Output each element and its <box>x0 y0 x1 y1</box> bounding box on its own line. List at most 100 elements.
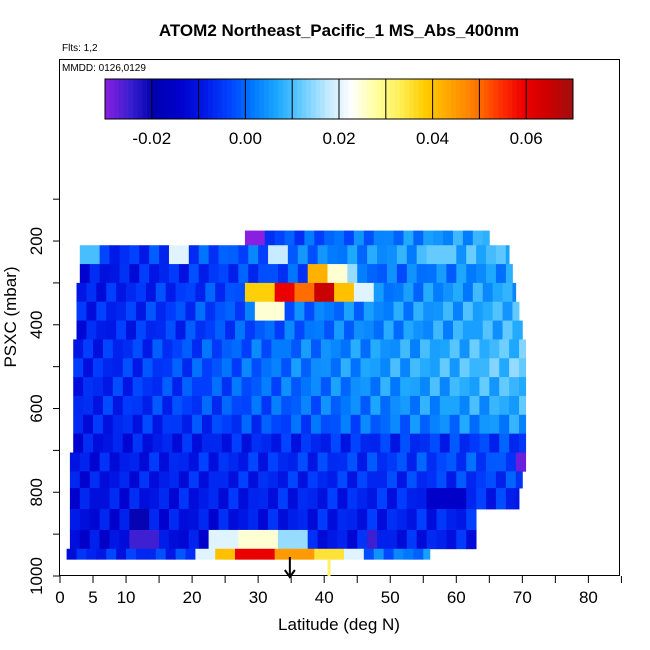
heatmap-cell <box>238 264 249 284</box>
heatmap-cell <box>142 339 153 359</box>
heatmap-cell <box>182 433 193 453</box>
heatmap-cell <box>380 433 391 453</box>
heatmap-cell <box>251 414 262 435</box>
heatmap-cell <box>453 320 464 340</box>
heatmap-cell <box>429 433 441 453</box>
heatmap-cell <box>211 358 223 378</box>
heatmap-cell <box>459 395 470 416</box>
heatmap-cell <box>258 471 269 489</box>
heatmap-cell <box>446 488 457 510</box>
heatmap-cell <box>357 452 368 472</box>
heatmap-cell <box>162 358 173 378</box>
colorbar-segment <box>109 79 115 119</box>
heatmap-cell <box>317 264 328 284</box>
heatmap-cell <box>99 509 110 531</box>
heatmap-cell <box>492 301 503 321</box>
colorbar-segment <box>357 79 363 119</box>
heatmap-cell <box>261 395 272 416</box>
heatmap-cell <box>320 433 332 453</box>
heatmap-cell <box>509 358 520 378</box>
heatmap-cell <box>462 320 474 340</box>
heatmap-cell <box>188 264 200 284</box>
heatmap-cell <box>83 358 94 378</box>
x-axis: 0 5 10 20 30 40 50 60 70 80 <box>55 576 622 607</box>
heatmap-cell <box>499 414 510 435</box>
heatmap-cell <box>479 339 490 359</box>
heatmap-cell <box>314 301 325 321</box>
heatmap-cell <box>519 339 527 359</box>
colorbar-segment <box>217 79 223 119</box>
heatmap-cell <box>99 452 110 472</box>
heatmap-cell <box>192 358 203 378</box>
x-tick-label: 0 <box>55 588 64 607</box>
heatmap-cell <box>102 433 114 453</box>
heatmap-cell <box>69 509 81 531</box>
heatmap-cell <box>79 488 91 510</box>
colorbar-segment <box>324 79 331 119</box>
heatmap-cell <box>102 395 114 416</box>
heatmap-cell <box>73 395 84 416</box>
heatmap-cell <box>307 488 318 510</box>
heatmap-cell <box>172 433 183 453</box>
heatmap-cell <box>347 529 358 550</box>
heatmap-cell <box>89 509 101 531</box>
heatmap-cell <box>459 339 470 359</box>
heatmap-cell <box>396 264 408 284</box>
heatmap-cell <box>102 358 114 378</box>
heatmap-cell <box>271 395 282 416</box>
heatmap-cell <box>172 377 183 397</box>
heatmap-cell <box>274 230 285 246</box>
heatmap-cell <box>248 509 259 531</box>
heatmap-cell <box>69 471 81 489</box>
chart-title: ATOM2 Northeast_Pacific_1 MS_Abs_400nm <box>159 21 519 40</box>
heatmap-cell <box>182 339 193 359</box>
x-tick-label: 30 <box>249 588 268 607</box>
heatmap-cell <box>446 264 457 284</box>
heatmap-cell <box>218 488 229 510</box>
heatmap-cell <box>310 433 322 453</box>
y-axis-label: PSXC (mbar) <box>1 266 20 367</box>
colorbar-segment <box>156 79 162 119</box>
heatmap-cell <box>512 320 523 340</box>
x-tick-label: 40 <box>315 588 334 607</box>
colorbar-tick-label: -0.02 <box>132 129 171 148</box>
flights-label: Flts: 1,2 <box>62 43 98 54</box>
heatmap-cell <box>476 245 487 265</box>
heatmap-cell <box>350 358 361 378</box>
heatmap-cell <box>314 548 325 560</box>
heatmap-cell <box>211 339 223 359</box>
heatmap-cell <box>129 471 140 489</box>
heatmap-cell <box>149 245 160 265</box>
colorbar-segment <box>310 79 317 119</box>
heatmap-cell <box>251 339 262 359</box>
heatmap-cell <box>363 320 375 340</box>
heatmap-cell <box>449 395 461 416</box>
heatmap-cell <box>327 245 338 265</box>
colorbar-segment <box>418 79 424 119</box>
heatmap-cell <box>357 471 368 489</box>
heatmap-cell <box>211 414 223 435</box>
heatmap-cell <box>142 433 153 453</box>
heatmap-cell <box>304 230 315 246</box>
heatmap-cell <box>330 339 342 359</box>
heatmap-cell <box>96 548 107 560</box>
colorbar-segment <box>432 79 438 119</box>
heatmap-cell <box>367 245 378 265</box>
heatmap-cell <box>218 264 229 284</box>
heatmap-cell <box>122 339 134 359</box>
heatmap-cell <box>400 414 411 435</box>
heatmap-cell <box>185 548 196 560</box>
heatmap-cell <box>436 245 447 265</box>
heatmap-cell <box>119 529 130 550</box>
colorbar-segment <box>554 79 560 119</box>
heatmap-cell <box>122 414 134 435</box>
heatmap-cell <box>251 358 262 378</box>
heatmap-cell <box>93 433 104 453</box>
heatmap-cell <box>446 471 457 489</box>
heatmap-cell <box>390 358 401 378</box>
heatmap-cell <box>241 339 252 359</box>
heatmap-cell <box>152 433 163 453</box>
heatmap-cell <box>241 395 252 416</box>
heatmap-cell <box>192 414 203 435</box>
heatmap-cell <box>264 301 276 321</box>
